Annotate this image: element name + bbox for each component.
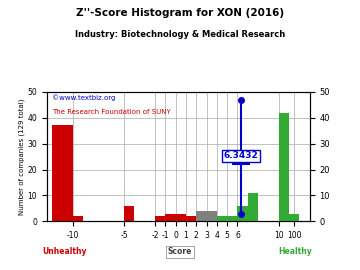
Text: Z''-Score Histogram for XON (2016): Z''-Score Histogram for XON (2016) bbox=[76, 8, 284, 18]
Text: Unhealthy: Unhealthy bbox=[42, 247, 87, 256]
Bar bbox=[124, 206, 134, 221]
Text: Industry: Biotechnology & Medical Research: Industry: Biotechnology & Medical Resear… bbox=[75, 30, 285, 39]
Bar bbox=[165, 214, 176, 221]
Bar bbox=[289, 214, 299, 221]
Bar bbox=[217, 216, 227, 221]
Text: Healthy: Healthy bbox=[278, 247, 312, 256]
Bar bbox=[196, 211, 207, 221]
Text: The Research Foundation of SUNY: The Research Foundation of SUNY bbox=[52, 109, 171, 115]
Text: ©www.textbiz.org: ©www.textbiz.org bbox=[52, 94, 116, 101]
Bar bbox=[207, 211, 217, 221]
Bar bbox=[176, 214, 186, 221]
Bar bbox=[238, 206, 248, 221]
Bar bbox=[279, 113, 289, 221]
Text: Score: Score bbox=[168, 247, 192, 256]
Bar bbox=[186, 216, 196, 221]
Bar bbox=[73, 216, 83, 221]
Text: 6.3432: 6.3432 bbox=[224, 151, 258, 160]
Bar bbox=[227, 216, 238, 221]
Bar bbox=[155, 216, 165, 221]
Bar bbox=[52, 126, 73, 221]
Y-axis label: Number of companies (129 total): Number of companies (129 total) bbox=[18, 98, 24, 215]
Bar bbox=[248, 193, 258, 221]
